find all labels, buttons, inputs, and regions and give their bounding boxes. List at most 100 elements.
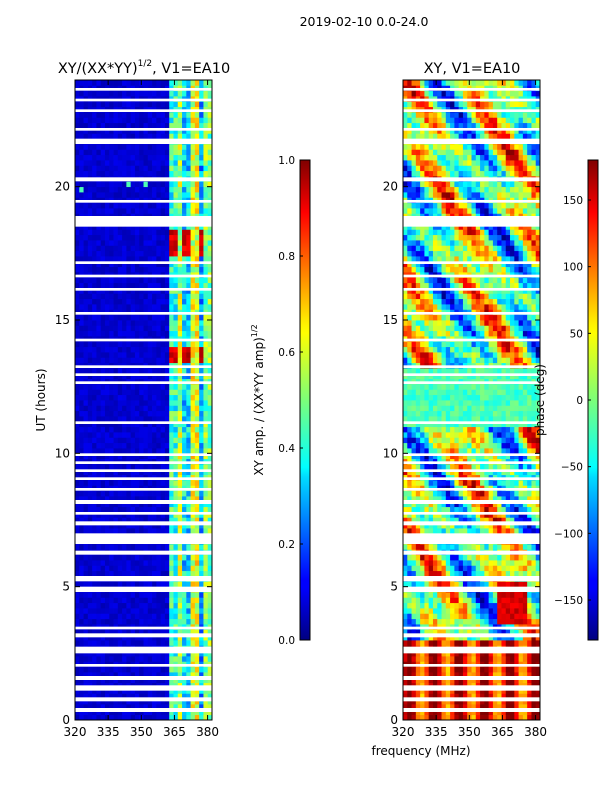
heatmap-cell [117,581,123,588]
heatmap-cell [113,101,119,108]
heatmap-cell [117,304,123,310]
heatmap-cell [194,90,200,97]
heatmap-cell [190,565,196,572]
heatmap-cell [96,154,102,161]
heatmap-cell [117,453,123,460]
heatmap-cell [492,592,498,598]
heatmap-cell [164,149,170,156]
heatmap-cell [207,128,213,134]
heatmap-cell [207,250,213,257]
heatmap-cell [113,714,119,721]
heatmap-cell [152,464,157,470]
heatmap-cell [169,122,174,129]
heatmap-cell [492,554,498,561]
heatmap-cell [186,426,191,433]
data-gap-band [75,453,212,456]
heatmap-cell [117,261,123,268]
heatmap-cell [194,496,200,502]
heatmap-cell [122,170,127,177]
heatmap-cell [75,405,80,412]
heatmap-cell [182,170,187,177]
heatmap-cell [535,672,541,678]
heatmap-cell [467,666,472,673]
heatmap-cell [415,693,421,700]
heatmap-cell [96,480,102,486]
heatmap-cell [100,80,106,86]
heatmap-cell [96,288,102,294]
heatmap-cell [152,608,157,614]
heatmap-cell [160,373,166,380]
heatmap-cell [182,325,187,332]
heatmap-cell [194,426,200,433]
heatmap-cell [190,394,196,401]
heatmap-cell [134,666,140,673]
heatmap-cell [475,554,481,561]
heatmap-cell [96,304,102,310]
heatmap-cell [203,400,209,406]
heatmap-cell [471,693,477,700]
heatmap-cell [488,693,494,700]
heatmap-cell [134,416,140,422]
heatmap-cell [104,597,110,604]
heatmap-cell [83,181,89,188]
heatmap-cell [203,181,209,188]
heatmap-cell [147,149,153,156]
heatmap-cell [143,602,149,609]
heatmap-cell [173,192,179,198]
heatmap-cell [87,192,93,198]
heatmap-cell [164,112,170,118]
heatmap-cell [169,144,174,150]
heatmap-cell [164,90,170,97]
heatmap-cell [177,581,183,588]
heatmap-cell [531,677,537,684]
heatmap-cell [407,565,412,572]
heatmap-cell [450,544,455,550]
heatmap-cell [186,704,191,710]
heatmap-cell [109,304,114,310]
heatmap-cell [535,640,541,646]
heatmap-cell [186,112,191,118]
heatmap-cell [143,437,149,444]
heatmap-cell [130,90,136,97]
heatmap-cell [488,698,494,705]
heatmap-cell [207,528,213,534]
heatmap-cell [83,512,89,518]
heatmap-cell [203,192,209,198]
heatmap-cell [100,352,106,358]
heatmap-cell [109,602,114,609]
heatmap-cell [535,618,541,625]
heatmap-cell [164,437,170,444]
heatmap-cell [177,426,183,433]
heatmap-cell [415,666,421,673]
heatmap-cell [160,714,166,721]
amplitude-colorbar-label: XY amp. / (XX*YY amp)1/2 [250,324,266,475]
heatmap-cell [450,592,455,598]
heatmap-cell [117,192,123,198]
heatmap-cell [134,384,140,390]
heatmap-cell [424,629,430,636]
heatmap-cell [117,688,123,694]
heatmap-cell [160,314,166,321]
heatmap-cell [194,330,200,337]
heatmap-cell [173,437,179,444]
heatmap-cell [411,592,417,598]
heatmap-cell [199,298,204,305]
heatmap-cell [203,368,209,374]
heatmap-cell [475,656,481,662]
heatmap-cell [203,618,209,625]
heatmap-cell [411,608,417,614]
heatmap-cell [147,341,153,348]
heatmap-cell [79,618,84,625]
heatmap-cell [514,650,519,657]
heatmap-cell [130,368,136,374]
heatmap-cell [113,234,119,241]
heatmap-cell [83,496,89,502]
heatmap-cell [164,496,170,502]
heatmap-cell [126,677,132,684]
heatmap-cell [122,629,127,636]
heatmap-cell [471,677,477,684]
heatmap-cell [96,384,102,390]
heatmap-cell [75,464,80,470]
heatmap-cell [432,560,438,566]
heatmap-cell [147,704,153,710]
